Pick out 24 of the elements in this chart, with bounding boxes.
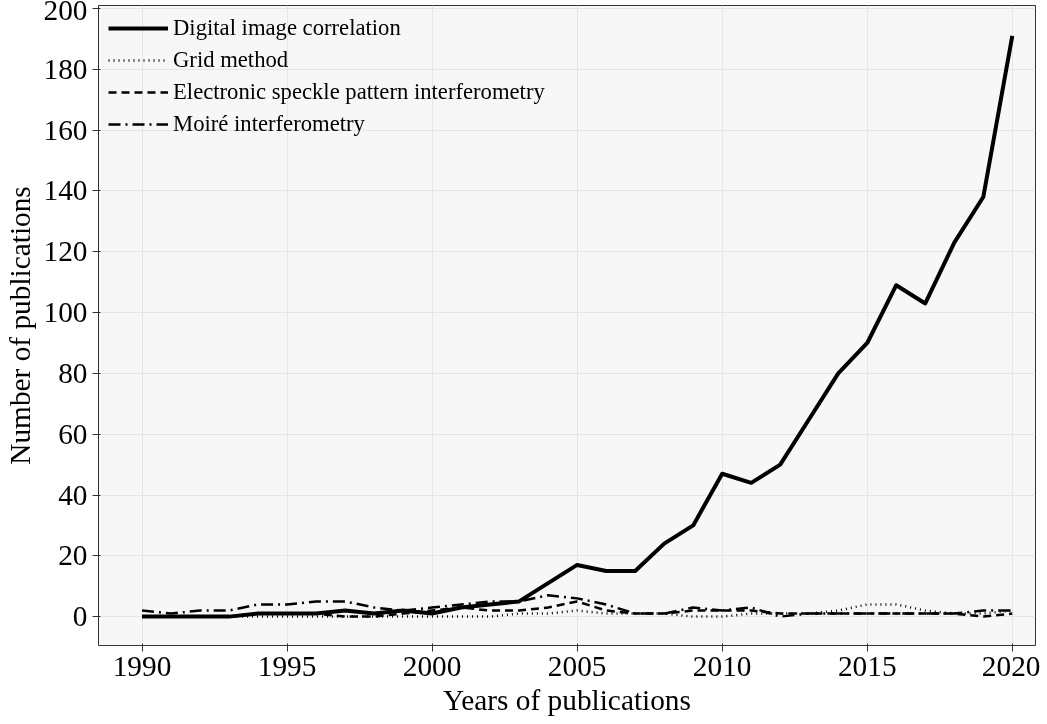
y-tick-label: 200 (43, 0, 88, 26)
x-tick-label: 1990 (112, 649, 172, 682)
x-tick-label: 1995 (257, 649, 317, 682)
y-axis-title: Number of publications (3, 186, 36, 465)
y-tick-label: 60 (58, 417, 88, 450)
x-tick-label: 2015 (837, 649, 897, 682)
x-tick-label: 2000 (402, 649, 462, 682)
legend-label: Grid method (173, 47, 289, 73)
y-tick-label: 20 (58, 539, 88, 572)
x-tick-label: 2005 (547, 649, 607, 682)
x-tick-label: 2020 (981, 649, 1041, 682)
y-tick-label: 160 (43, 113, 88, 146)
y-tick-label: 120 (43, 235, 88, 268)
x-axis-title: Years of publications (443, 683, 691, 716)
legend-label: Electronic speckle pattern interferometry (173, 79, 545, 105)
y-tick-label: 40 (58, 478, 88, 511)
y-tick-label: 140 (43, 174, 88, 207)
legend-label: Moiré interferometry (173, 111, 365, 137)
y-tick-label: 100 (43, 296, 88, 329)
y-tick-label: 80 (58, 356, 88, 389)
y-tick-label: 0 (72, 600, 88, 633)
legend-label: Digital image correlation (173, 15, 401, 41)
x-tick-label: 2010 (692, 649, 752, 682)
y-tick-label: 180 (43, 52, 88, 85)
